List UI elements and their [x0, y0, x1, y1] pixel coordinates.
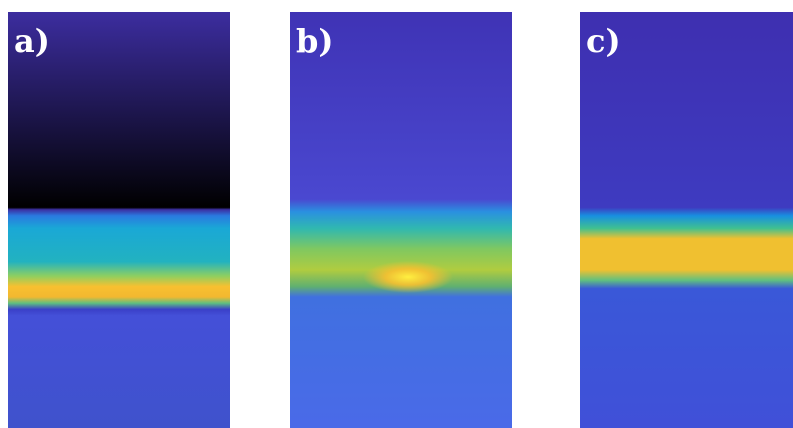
- image: [290, 12, 512, 428]
- panel-label: a): [14, 22, 50, 60]
- panel-a: a): [8, 12, 230, 428]
- panel-b: b): [290, 12, 512, 428]
- hot-spot: [363, 261, 453, 293]
- panel-label: b): [296, 22, 334, 60]
- panel-c: c): [580, 12, 793, 428]
- panel-label: c): [586, 22, 621, 60]
- image: [8, 12, 230, 428]
- image: [580, 12, 793, 428]
